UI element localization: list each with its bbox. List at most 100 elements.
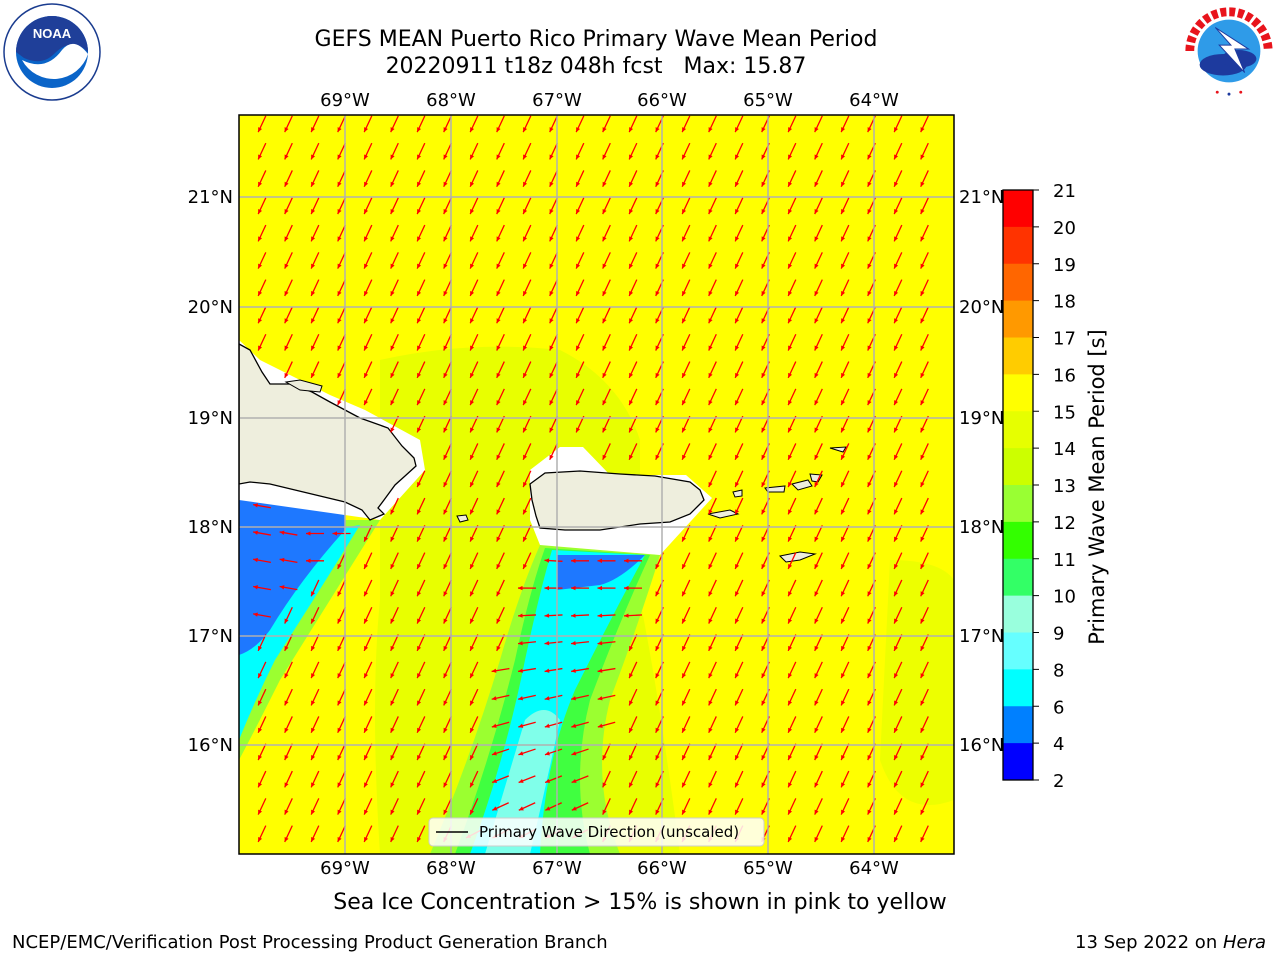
wave-arrow-head — [390, 290, 395, 296]
wave-arrow-head — [258, 263, 263, 269]
wave-arrow-head — [788, 209, 793, 215]
footer-host: Hera — [1222, 932, 1266, 953]
wave-arrow-head — [337, 700, 342, 706]
wave-direction-arrows — [253, 115, 929, 843]
wave-arrow-head — [894, 345, 899, 351]
wave-arrow-head — [337, 782, 342, 788]
wave-arrow-head — [920, 372, 925, 378]
wave-arrow-head — [311, 181, 316, 187]
wave-arrow-head — [624, 585, 629, 591]
wave-arrow-head — [496, 318, 501, 324]
wave-arrow-head — [841, 618, 846, 624]
wave-arrow-head — [284, 645, 289, 651]
wave-arrow-head — [788, 836, 793, 842]
wave-arrow-head — [311, 782, 316, 788]
wave-arrow-head — [814, 345, 819, 351]
wave-arrow-head — [496, 209, 501, 215]
lon-label: 69°W — [320, 858, 370, 879]
wave-arrow-head — [814, 372, 819, 378]
wave-arrow-head — [284, 782, 289, 788]
wave-arrow-head — [920, 509, 925, 515]
wave-arrow-head — [417, 509, 422, 515]
wave-arrow-head — [417, 290, 422, 296]
wave-arrow-head — [841, 209, 846, 215]
wave-arrow-head — [629, 755, 634, 761]
wave-arrow-head — [576, 263, 581, 269]
wave-arrow-head — [470, 127, 475, 133]
wave-arrow-head — [682, 236, 687, 242]
wave-arrow-head — [814, 782, 819, 788]
wave-arrow-head — [523, 154, 528, 160]
wave-arrow-head — [761, 263, 766, 269]
wave-arrow-head — [597, 585, 603, 591]
wave-arrow-head — [682, 263, 687, 269]
wave-arrow-head — [491, 668, 497, 673]
wave-arrow-head — [788, 318, 793, 324]
wave-arrow-head — [788, 400, 793, 406]
wave-arrow-head — [523, 236, 528, 242]
wave-arrow-head — [253, 557, 258, 563]
wave-arrow-head — [788, 127, 793, 133]
wave-arrow-head — [549, 372, 554, 378]
wave-arrow-head — [735, 727, 740, 733]
wave-arrow-head — [682, 318, 687, 324]
wave-arrow-head — [761, 509, 766, 515]
wave-arrow-head — [544, 668, 550, 673]
wave-arrow-head — [655, 209, 660, 215]
wave-arrow-head — [253, 503, 258, 508]
wave-arrow-head — [576, 127, 581, 133]
wave-arrow-head — [602, 427, 607, 433]
wave-arrow-head — [545, 806, 551, 811]
wave-arrow-head — [417, 345, 422, 351]
wave-arrow-head — [417, 482, 422, 488]
wave-arrow-head — [253, 585, 258, 590]
wave-arrow-head — [841, 482, 846, 488]
wave-arrow-head — [390, 127, 395, 133]
map-frame — [238, 114, 955, 855]
wave-arrow-head — [571, 585, 576, 591]
wave-arrow-head — [655, 154, 660, 160]
wave-arrow-head — [655, 618, 660, 624]
wave-arrow-head — [841, 591, 846, 597]
wave-arrow-head — [735, 618, 740, 624]
wave-arrow-head — [867, 536, 872, 542]
land-st-croix — [778, 551, 817, 563]
wave-arrow-head — [492, 806, 498, 811]
wave-arrow-head — [518, 613, 523, 618]
wave-arrow-head — [518, 641, 523, 646]
lon-labels-top: 69°W 68°W 67°W 66°W 65°W 64°W — [320, 90, 899, 111]
wave-arrow-head — [788, 536, 793, 542]
wave-arrow-head — [894, 700, 899, 706]
wave-arrow-head — [571, 778, 577, 783]
wave-arrow-head — [682, 645, 687, 651]
wave-arrow-head — [311, 618, 316, 624]
wave-arrow-head — [279, 557, 285, 563]
wave-arrow-head — [443, 427, 448, 433]
wave-arrow-head — [417, 181, 422, 187]
wave-arrow-head — [284, 673, 289, 679]
max-value: Max: 15.87 — [683, 54, 807, 79]
wave-arrow-head — [496, 372, 501, 378]
wave-arrow-head — [443, 154, 448, 160]
wave-arrow-head — [470, 727, 475, 733]
land-st-thomas — [764, 485, 786, 493]
wave-arrow-head — [311, 318, 316, 324]
wave-arrow-head — [761, 236, 766, 242]
wave-arrow-head — [284, 154, 289, 160]
wave-arrow-head — [491, 723, 497, 728]
wave-arrow-head — [867, 591, 872, 597]
wave-arrow-head — [571, 723, 577, 728]
wave-arrow-head — [602, 209, 607, 215]
wave-arrow-head — [655, 454, 660, 460]
wave-arrow-head — [761, 618, 766, 624]
wave-arrow-head — [761, 181, 766, 187]
lon-label: 67°W — [532, 858, 582, 879]
wave-arrow-head — [735, 263, 740, 269]
wave-arrow-head — [920, 290, 925, 296]
wave-arrow-head — [496, 482, 501, 488]
wave-arrow-head — [496, 236, 501, 242]
chart-subtitle: 20220911 t18z 048h fcst Max: 15.87 — [200, 54, 992, 80]
wave-arrow-head — [814, 400, 819, 406]
wave-arrow-head — [761, 482, 766, 488]
land-anegada — [829, 446, 847, 453]
